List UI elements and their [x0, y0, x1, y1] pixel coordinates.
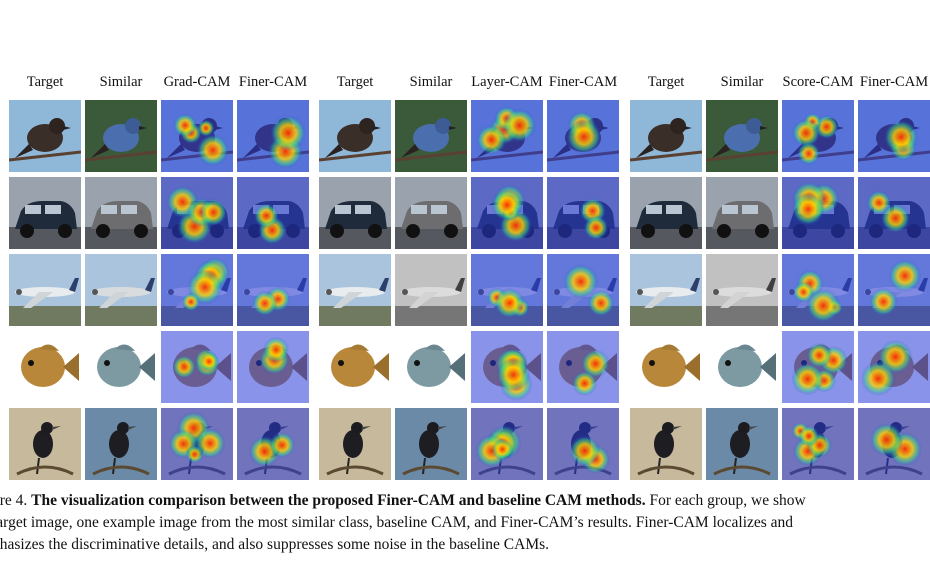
car-target-image — [9, 177, 81, 249]
fish-baseline-cam — [161, 331, 233, 403]
airplane-baseline-cam — [471, 254, 543, 326]
fish-baseline-cam — [782, 331, 854, 403]
column-header-target-image: Target — [26, 74, 64, 90]
bird-baseline-cam — [471, 100, 543, 172]
bird-baseline-cam — [782, 100, 854, 172]
small-bird-baseline-cam — [471, 408, 543, 480]
car-finer-cam — [237, 177, 309, 249]
small-bird-baseline-cam — [782, 408, 854, 480]
airplane-target-image — [319, 254, 391, 326]
caption-title: The visualization comparison between the… — [31, 492, 646, 509]
small-bird-similar-image — [395, 408, 467, 480]
car-similar-image — [395, 177, 467, 249]
airplane-finer-cam — [237, 254, 309, 326]
car-similar-image — [706, 177, 778, 249]
airplane-baseline-cam — [161, 254, 233, 326]
car-similar-image — [85, 177, 157, 249]
car-baseline-cam — [782, 177, 854, 249]
bird-finer-cam — [547, 100, 619, 172]
small-bird-finer-cam — [237, 408, 309, 480]
column-header-finer-cam: Finer-CAM — [548, 74, 618, 90]
car-target-image — [319, 177, 391, 249]
airplane-target-image — [9, 254, 81, 326]
column-header-target-image: Target — [336, 74, 374, 90]
fish-finer-cam — [858, 331, 930, 403]
bird-baseline-cam — [161, 100, 233, 172]
bird-finer-cam — [858, 100, 930, 172]
bird-target-image — [319, 100, 391, 172]
fish-target-image — [630, 331, 702, 403]
column-header-finer-cam: Finer-CAM — [859, 74, 929, 90]
bird-similar-image — [85, 100, 157, 172]
column-header-similar-image: Similar — [99, 74, 143, 90]
small-bird-target-image — [9, 408, 81, 480]
column-header-finer-cam: Finer-CAM — [238, 74, 308, 90]
caption-text-2: target image, one example image from the… — [0, 514, 794, 531]
small-bird-finer-cam — [547, 408, 619, 480]
small-bird-similar-image — [85, 408, 157, 480]
small-bird-similar-image — [706, 408, 778, 480]
car-target-image — [630, 177, 702, 249]
column-header-baseline-cam: Score-CAM — [782, 74, 854, 90]
car-baseline-cam — [471, 177, 543, 249]
column-header-similar-image: Similar — [409, 74, 453, 90]
airplane-finer-cam — [858, 254, 930, 326]
airplane-target-image — [630, 254, 702, 326]
fish-target-image — [9, 331, 81, 403]
bird-similar-image — [395, 100, 467, 172]
small-bird-finer-cam — [858, 408, 930, 480]
airplane-similar-image — [85, 254, 157, 326]
fish-similar-image — [395, 331, 467, 403]
car-finer-cam — [547, 177, 619, 249]
bird-target-image — [9, 100, 81, 172]
column-header-baseline-cam: Grad-CAM — [163, 74, 231, 90]
small-bird-target-image — [319, 408, 391, 480]
small-bird-target-image — [630, 408, 702, 480]
figure-caption: ure 4. The visualization comparison betw… — [0, 490, 930, 556]
fish-target-image — [319, 331, 391, 403]
caption-label: ure 4. — [0, 492, 28, 509]
bird-similar-image — [706, 100, 778, 172]
fish-finer-cam — [237, 331, 309, 403]
caption-text-3: phasizes the discriminative details, and… — [0, 536, 550, 553]
fish-finer-cam — [547, 331, 619, 403]
fish-similar-image — [85, 331, 157, 403]
column-header-target-image: Target — [647, 74, 685, 90]
column-header-baseline-cam: Layer-CAM — [471, 74, 543, 90]
fish-baseline-cam — [471, 331, 543, 403]
bird-target-image — [630, 100, 702, 172]
small-bird-baseline-cam — [161, 408, 233, 480]
column-header-similar-image: Similar — [720, 74, 764, 90]
airplane-finer-cam — [547, 254, 619, 326]
airplane-baseline-cam — [782, 254, 854, 326]
car-baseline-cam — [161, 177, 233, 249]
car-finer-cam — [858, 177, 930, 249]
airplane-similar-image — [395, 254, 467, 326]
airplane-similar-image — [706, 254, 778, 326]
caption-text-1: For each group, we show — [649, 492, 806, 509]
bird-finer-cam — [237, 100, 309, 172]
fish-similar-image — [706, 331, 778, 403]
